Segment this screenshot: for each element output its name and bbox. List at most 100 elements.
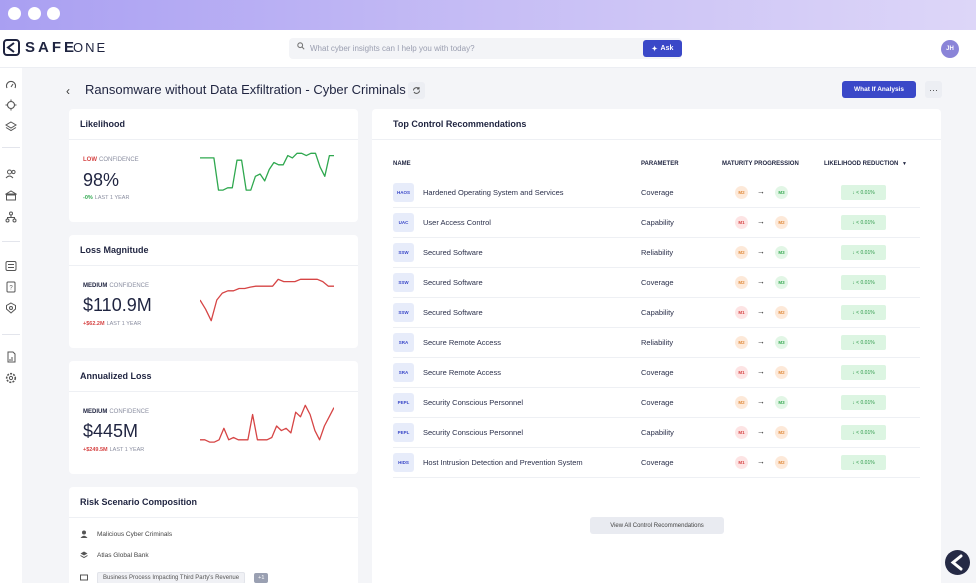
control-name[interactable]: Secure Remote Access xyxy=(423,368,501,377)
shield-settings-icon[interactable] xyxy=(5,302,17,314)
likelihood-reduction-badge: ↓ < 0.01% xyxy=(841,305,886,320)
table-row[interactable]: HIDS Host Intrusion Detection and Prevent… xyxy=(393,448,920,478)
sparkline-series xyxy=(200,152,334,191)
help-document-icon[interactable]: ? xyxy=(5,281,17,293)
layers-icon[interactable] xyxy=(5,121,17,133)
maturity-to-badge: M2 xyxy=(775,306,788,319)
control-abbr-badge: HAOS xyxy=(393,183,414,202)
likelihood-reduction-badge: ↓ < 0.01% xyxy=(841,275,886,290)
window-close-dot[interactable] xyxy=(8,7,21,20)
network-icon[interactable] xyxy=(5,211,17,223)
confidence-level: MEDIUM xyxy=(83,283,108,289)
process-tag[interactable]: Business Process Impacting Third Party's… xyxy=(97,572,246,583)
loss-magnitude-title: Loss Magnitude xyxy=(80,245,149,255)
delta-value: +$62.2M xyxy=(83,321,105,327)
sort-desc-icon[interactable]: ▼ xyxy=(902,161,907,167)
control-name[interactable]: Secure Remote Access xyxy=(423,338,501,347)
composition-process: Business Process Impacting Third Party's… xyxy=(80,572,269,583)
table-row[interactable]: SSW Secured Software Reliability M2 → M3 ↓ < 0… xyxy=(393,238,920,268)
assistant-button[interactable] xyxy=(945,550,970,575)
maturity-from-badge: M2 xyxy=(735,186,748,199)
likelihood-reduction-badge: ↓ < 0.01% xyxy=(841,365,886,380)
gear-icon[interactable] xyxy=(5,372,17,384)
table-row[interactable]: SRA Secure Remote Access Coverage M1 → M2 ↓ < … xyxy=(393,358,920,388)
what-if-analysis-button[interactable]: What If Analysis xyxy=(842,81,916,98)
more-options-button[interactable]: ··· xyxy=(925,81,942,98)
sidebar-divider xyxy=(2,334,20,335)
table-row[interactable]: PEPL Security Conscious Personnel Coverage… xyxy=(393,388,920,418)
control-parameter: Coverage xyxy=(641,188,674,197)
likelihood-title: Likelihood xyxy=(80,119,125,129)
arrow-right-icon: → xyxy=(757,277,765,286)
column-header-maturity[interactable]: MATURITY PROGRESSION xyxy=(722,161,799,167)
control-name[interactable]: Secured Software xyxy=(423,248,483,257)
control-name[interactable]: Host Intrusion Detection and Prevention … xyxy=(423,458,583,467)
search-icon xyxy=(297,42,305,50)
likelihood-reduction-badge: ↓ < 0.01% xyxy=(841,335,886,350)
reduction-header-label: LIKELIHOOD REDUCTION xyxy=(824,161,899,167)
confidence-level: LOW xyxy=(83,157,97,163)
table-row[interactable]: SSW Secured Software Coverage M2 → M3 ↓ < 0.01… xyxy=(393,268,920,298)
table-row[interactable]: SRA Secure Remote Access Reliability M2 → M3 ↓… xyxy=(393,328,920,358)
recommendations-title: Top Control Recommendations xyxy=(393,119,527,129)
arrow-right-icon: → xyxy=(757,427,765,436)
dashboard-gauge-icon[interactable] xyxy=(5,79,17,91)
column-header-parameter[interactable]: PARAMETER xyxy=(641,161,679,167)
control-abbr-badge: SSW xyxy=(393,303,414,322)
control-name[interactable]: User Access Control xyxy=(423,218,491,227)
control-abbr-badge: SSW xyxy=(393,243,414,262)
bank-icon[interactable] xyxy=(5,190,17,202)
window-titlebar xyxy=(0,0,976,30)
control-abbr-badge: HIDS xyxy=(393,453,414,472)
maturity-from-badge: M1 xyxy=(735,426,748,439)
safe-logo-icon xyxy=(950,554,963,571)
users-icon[interactable] xyxy=(5,168,17,180)
sidebar: ? xyxy=(0,68,22,583)
control-name[interactable]: Security Conscious Personnel xyxy=(423,398,524,407)
table-row[interactable]: PEPL Security Conscious Personnel Capabili… xyxy=(393,418,920,448)
likelihood-reduction-badge: ↓ < 0.01% xyxy=(841,425,886,440)
list-icon[interactable] xyxy=(5,260,17,272)
back-chevron-icon[interactable]: ‹ xyxy=(66,84,70,98)
process-icon xyxy=(80,574,88,581)
search-input[interactable] xyxy=(310,41,630,56)
delta-period: LAST 1 YEAR xyxy=(94,195,130,201)
control-name[interactable]: Hardened Operating System and Services xyxy=(423,188,564,197)
control-parameter: Capability xyxy=(641,218,674,227)
report-icon[interactable] xyxy=(5,351,17,363)
control-name[interactable]: Secured Software xyxy=(423,308,483,317)
control-parameter: Coverage xyxy=(641,368,674,377)
card-divider xyxy=(69,391,358,392)
column-header-reduction[interactable]: LIKELIHOOD REDUCTION ▼ xyxy=(824,161,907,167)
loss-magnitude-value: $110.9M xyxy=(83,295,152,315)
target-icon[interactable] xyxy=(5,99,17,111)
card-divider xyxy=(69,139,358,140)
table-row[interactable]: UAC User Access Control Capability M1 → M2 ↓ <… xyxy=(393,208,920,238)
control-abbr-badge: UAC xyxy=(393,213,414,232)
avatar[interactable]: JH xyxy=(941,40,959,58)
window-maximize-dot[interactable] xyxy=(47,7,60,20)
refresh-icon xyxy=(413,87,420,94)
search-bar xyxy=(289,38,682,59)
window-minimize-dot[interactable] xyxy=(28,7,41,20)
more-tags-badge[interactable]: +1 xyxy=(254,573,269,583)
confidence-text: CONFIDENCE xyxy=(99,157,139,163)
view-all-recommendations-button[interactable]: View All Control Recommendations xyxy=(590,517,724,534)
control-name[interactable]: Security Conscious Personnel xyxy=(423,428,524,437)
arrow-right-icon: → xyxy=(757,247,765,256)
refresh-button[interactable] xyxy=(408,82,425,99)
page-title: Ransomware without Data Exfiltration - C… xyxy=(85,82,406,97)
table-row[interactable]: SSW Secured Software Capability M1 → M2 ↓ < 0.… xyxy=(393,298,920,328)
annualized-loss-sparkline xyxy=(200,404,334,443)
control-name[interactable]: Secured Software xyxy=(423,278,483,287)
control-parameter: Coverage xyxy=(641,398,674,407)
column-header-name[interactable]: NAME xyxy=(393,161,411,167)
maturity-to-badge: M2 xyxy=(775,216,788,229)
sparkline-series xyxy=(200,404,334,443)
ask-button[interactable]: ✦ Ask xyxy=(643,40,682,57)
maturity-from-badge: M2 xyxy=(735,246,748,259)
delta-value: +$249.5M xyxy=(83,447,108,453)
sparkle-icon: ✦ xyxy=(651,45,658,53)
control-parameter: Capability xyxy=(641,428,674,437)
table-row[interactable]: HAOS Hardened Operating System and Servic… xyxy=(393,178,920,208)
